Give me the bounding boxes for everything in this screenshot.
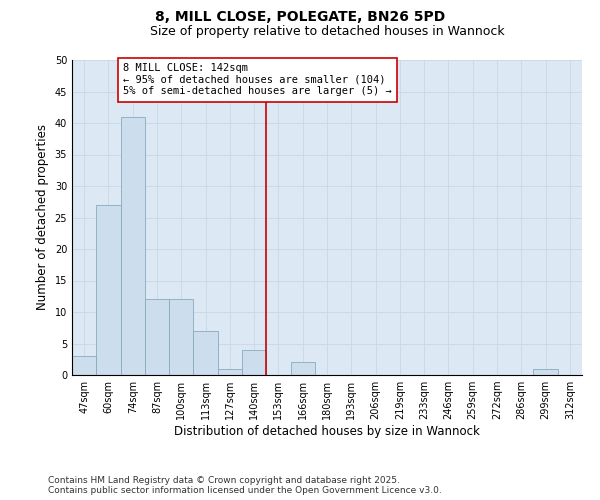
X-axis label: Distribution of detached houses by size in Wannock: Distribution of detached houses by size … — [174, 425, 480, 438]
Bar — [96, 205, 121, 375]
Bar — [72, 356, 96, 375]
Y-axis label: Number of detached properties: Number of detached properties — [36, 124, 49, 310]
Bar — [533, 368, 558, 375]
Title: Size of property relative to detached houses in Wannock: Size of property relative to detached ho… — [149, 25, 505, 38]
Text: 8 MILL CLOSE: 142sqm
← 95% of detached houses are smaller (104)
5% of semi-detac: 8 MILL CLOSE: 142sqm ← 95% of detached h… — [123, 63, 392, 96]
Bar — [121, 116, 145, 375]
Bar — [169, 300, 193, 375]
Text: Contains HM Land Registry data © Crown copyright and database right 2025.
Contai: Contains HM Land Registry data © Crown c… — [48, 476, 442, 495]
Bar — [218, 368, 242, 375]
Bar — [242, 350, 266, 375]
Bar — [193, 331, 218, 375]
Bar — [290, 362, 315, 375]
Bar — [145, 300, 169, 375]
Text: 8, MILL CLOSE, POLEGATE, BN26 5PD: 8, MILL CLOSE, POLEGATE, BN26 5PD — [155, 10, 445, 24]
